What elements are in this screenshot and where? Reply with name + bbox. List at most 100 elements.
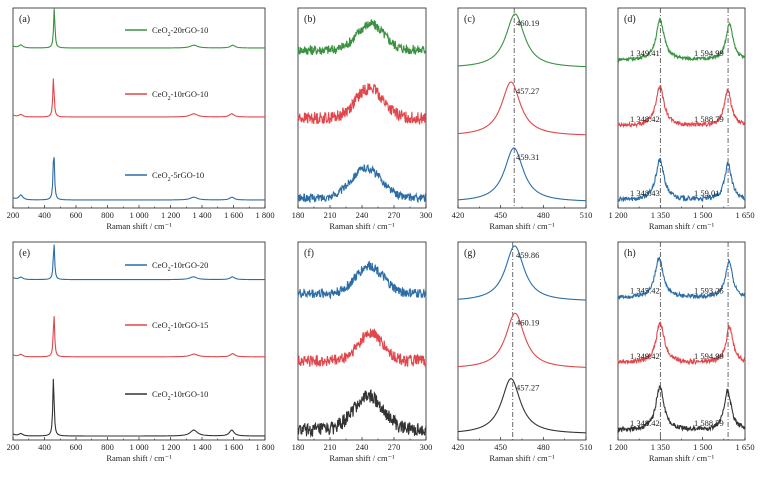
series-line [617,157,746,203]
series-line [617,17,746,63]
x-tick-label: 1 600 [224,442,243,452]
peak-value-label: 459.86 [516,250,539,260]
panel-label: (g) [464,248,476,259]
series-line [457,13,587,68]
legend-entry: CeO2-10rGO-20 [152,260,208,273]
x-tick-label: 270 [388,210,401,220]
series-line [457,245,587,301]
x-tick-label: 210 [324,442,337,452]
x-tick-label: 1 500 [693,210,712,220]
peak-value-label: 1 594.99 [694,351,724,361]
panel-label: (a) [19,14,30,25]
series-line [457,81,587,136]
panel-label: (b) [304,14,316,25]
x-tick-label: 240 [356,442,369,452]
panel-c: 420 450 480 510 Raman shift / cm⁻¹ (c) 460.19 4… [452,7,593,231]
x-tick-label: 480 [537,210,550,220]
x-tick-label: 1 400 [192,210,211,220]
x-axis-label: Raman shift / cm⁻¹ [106,221,172,231]
legend-entry: CeO2-10rGO-10 [152,89,208,102]
peak-value-label: 1 349.42 [630,351,660,361]
series-line [457,312,587,368]
peak-value-label: 457.27 [516,383,539,393]
series-line [617,385,746,433]
peak-value-label: 1 348.43 [630,188,660,198]
x-tick-label: 240 [356,210,369,220]
series-line [297,260,427,300]
x-tick-label: 1 400 [192,442,211,452]
panel-g: 420 450 480 510 Raman shift / cm⁻¹ (g) 459.86 4… [452,241,593,463]
x-axis-label: Raman shift / cm⁻¹ [329,221,395,231]
peak-value-label: 1 59.01 [694,188,720,198]
panel-label: (e) [19,248,30,259]
legend-entry: CeO2-10rGO-10 [152,389,208,402]
x-axis-label: Raman shift / cm⁻¹ [106,453,172,463]
x-tick-label: 1 200 [608,210,627,220]
panel-e: 200 400 600 800 1 000 1 200 1 400 1 600 1 800 Ram… [7,241,275,463]
x-tick-label: 450 [494,442,507,452]
peak-value-label: 1 594.99 [694,48,724,58]
series-line [12,316,266,358]
x-tick-label: 180 [292,442,305,452]
x-tick-label: 210 [324,210,337,220]
peak-value-label: 1 349.41 [630,48,660,58]
peak-value-label: 460.19 [516,18,539,28]
x-tick-label: 180 [292,210,305,220]
peak-value-label: 1 348.42 [630,418,660,428]
peak-value-label: 1 348.42 [630,114,660,124]
plot-frame [457,241,587,441]
series-line [12,244,265,281]
x-tick-label: 200 [7,210,20,220]
x-tick-label: 1 350 [651,210,670,220]
panel-f: 180 210 240 270 300 Raman shift / cm⁻¹ (f) [292,241,432,463]
peak-value-label: 460.19 [516,317,539,327]
peak-value-label: 1 345.42 [630,285,660,295]
x-tick-label: 450 [494,210,507,220]
x-axis-label: Raman shift / cm⁻¹ [329,453,395,463]
series-line [12,378,266,437]
panel-h: 1 200 1 350 1 500 1 650 Raman shift / cm⁻¹ (h… [608,241,755,463]
plot-frame [12,7,266,209]
x-tick-label: 1 800 [255,210,274,220]
x-tick-label: 270 [388,442,401,452]
x-tick-label: 1 000 [129,442,148,452]
series-line [297,83,427,126]
x-tick-label: 1 200 [608,442,627,452]
peak-value-label: 1 588.79 [694,114,724,124]
panel-label: (d) [624,14,636,25]
series-line [297,328,427,368]
x-tick-label: 200 [7,442,20,452]
x-tick-label: 480 [537,442,550,452]
x-tick-label: 510 [580,442,593,452]
legend-entry: CeO2-20rGO-10 [152,25,208,38]
x-tick-label: 1 650 [735,210,754,220]
x-tick-label: 800 [101,442,114,452]
panel-d: 1 200 1 350 1 500 1 650 Raman shift / cm⁻¹ (d… [608,7,755,231]
peak-value-label: 457.27 [516,86,539,96]
x-tick-label: 420 [452,210,465,220]
x-tick-label: 400 [38,442,51,452]
x-axis-label: Raman shift / cm⁻¹ [489,221,555,231]
x-tick-label: 800 [101,210,114,220]
series-line [297,164,427,204]
series-line [617,85,746,129]
x-tick-label: 1 500 [693,442,712,452]
peak-value-label: 1 593.25 [694,285,724,295]
series-line [457,378,587,434]
legend-entry: CeO2-10rGO-15 [152,320,208,333]
series-line [297,389,427,438]
plot-frame [297,7,427,209]
x-axis-label: Raman shift / cm⁻¹ [489,453,555,463]
x-tick-label: 1 000 [129,210,148,220]
series-line [12,8,265,49]
series-line [297,19,427,55]
panel-label: (f) [304,248,314,259]
x-tick-label: 510 [580,210,593,220]
panel-label: (c) [464,14,475,25]
series-line [617,256,746,301]
x-tick-label: 1 350 [651,442,670,452]
x-tick-label: 1 800 [255,442,274,452]
x-tick-label: 1 650 [735,442,754,452]
peak-value-label: 459.31 [516,152,539,162]
